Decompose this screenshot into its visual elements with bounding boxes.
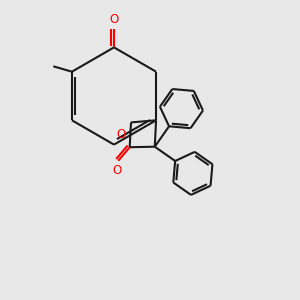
- Text: O: O: [116, 128, 126, 141]
- Text: O: O: [110, 14, 118, 26]
- Text: O: O: [112, 164, 122, 177]
